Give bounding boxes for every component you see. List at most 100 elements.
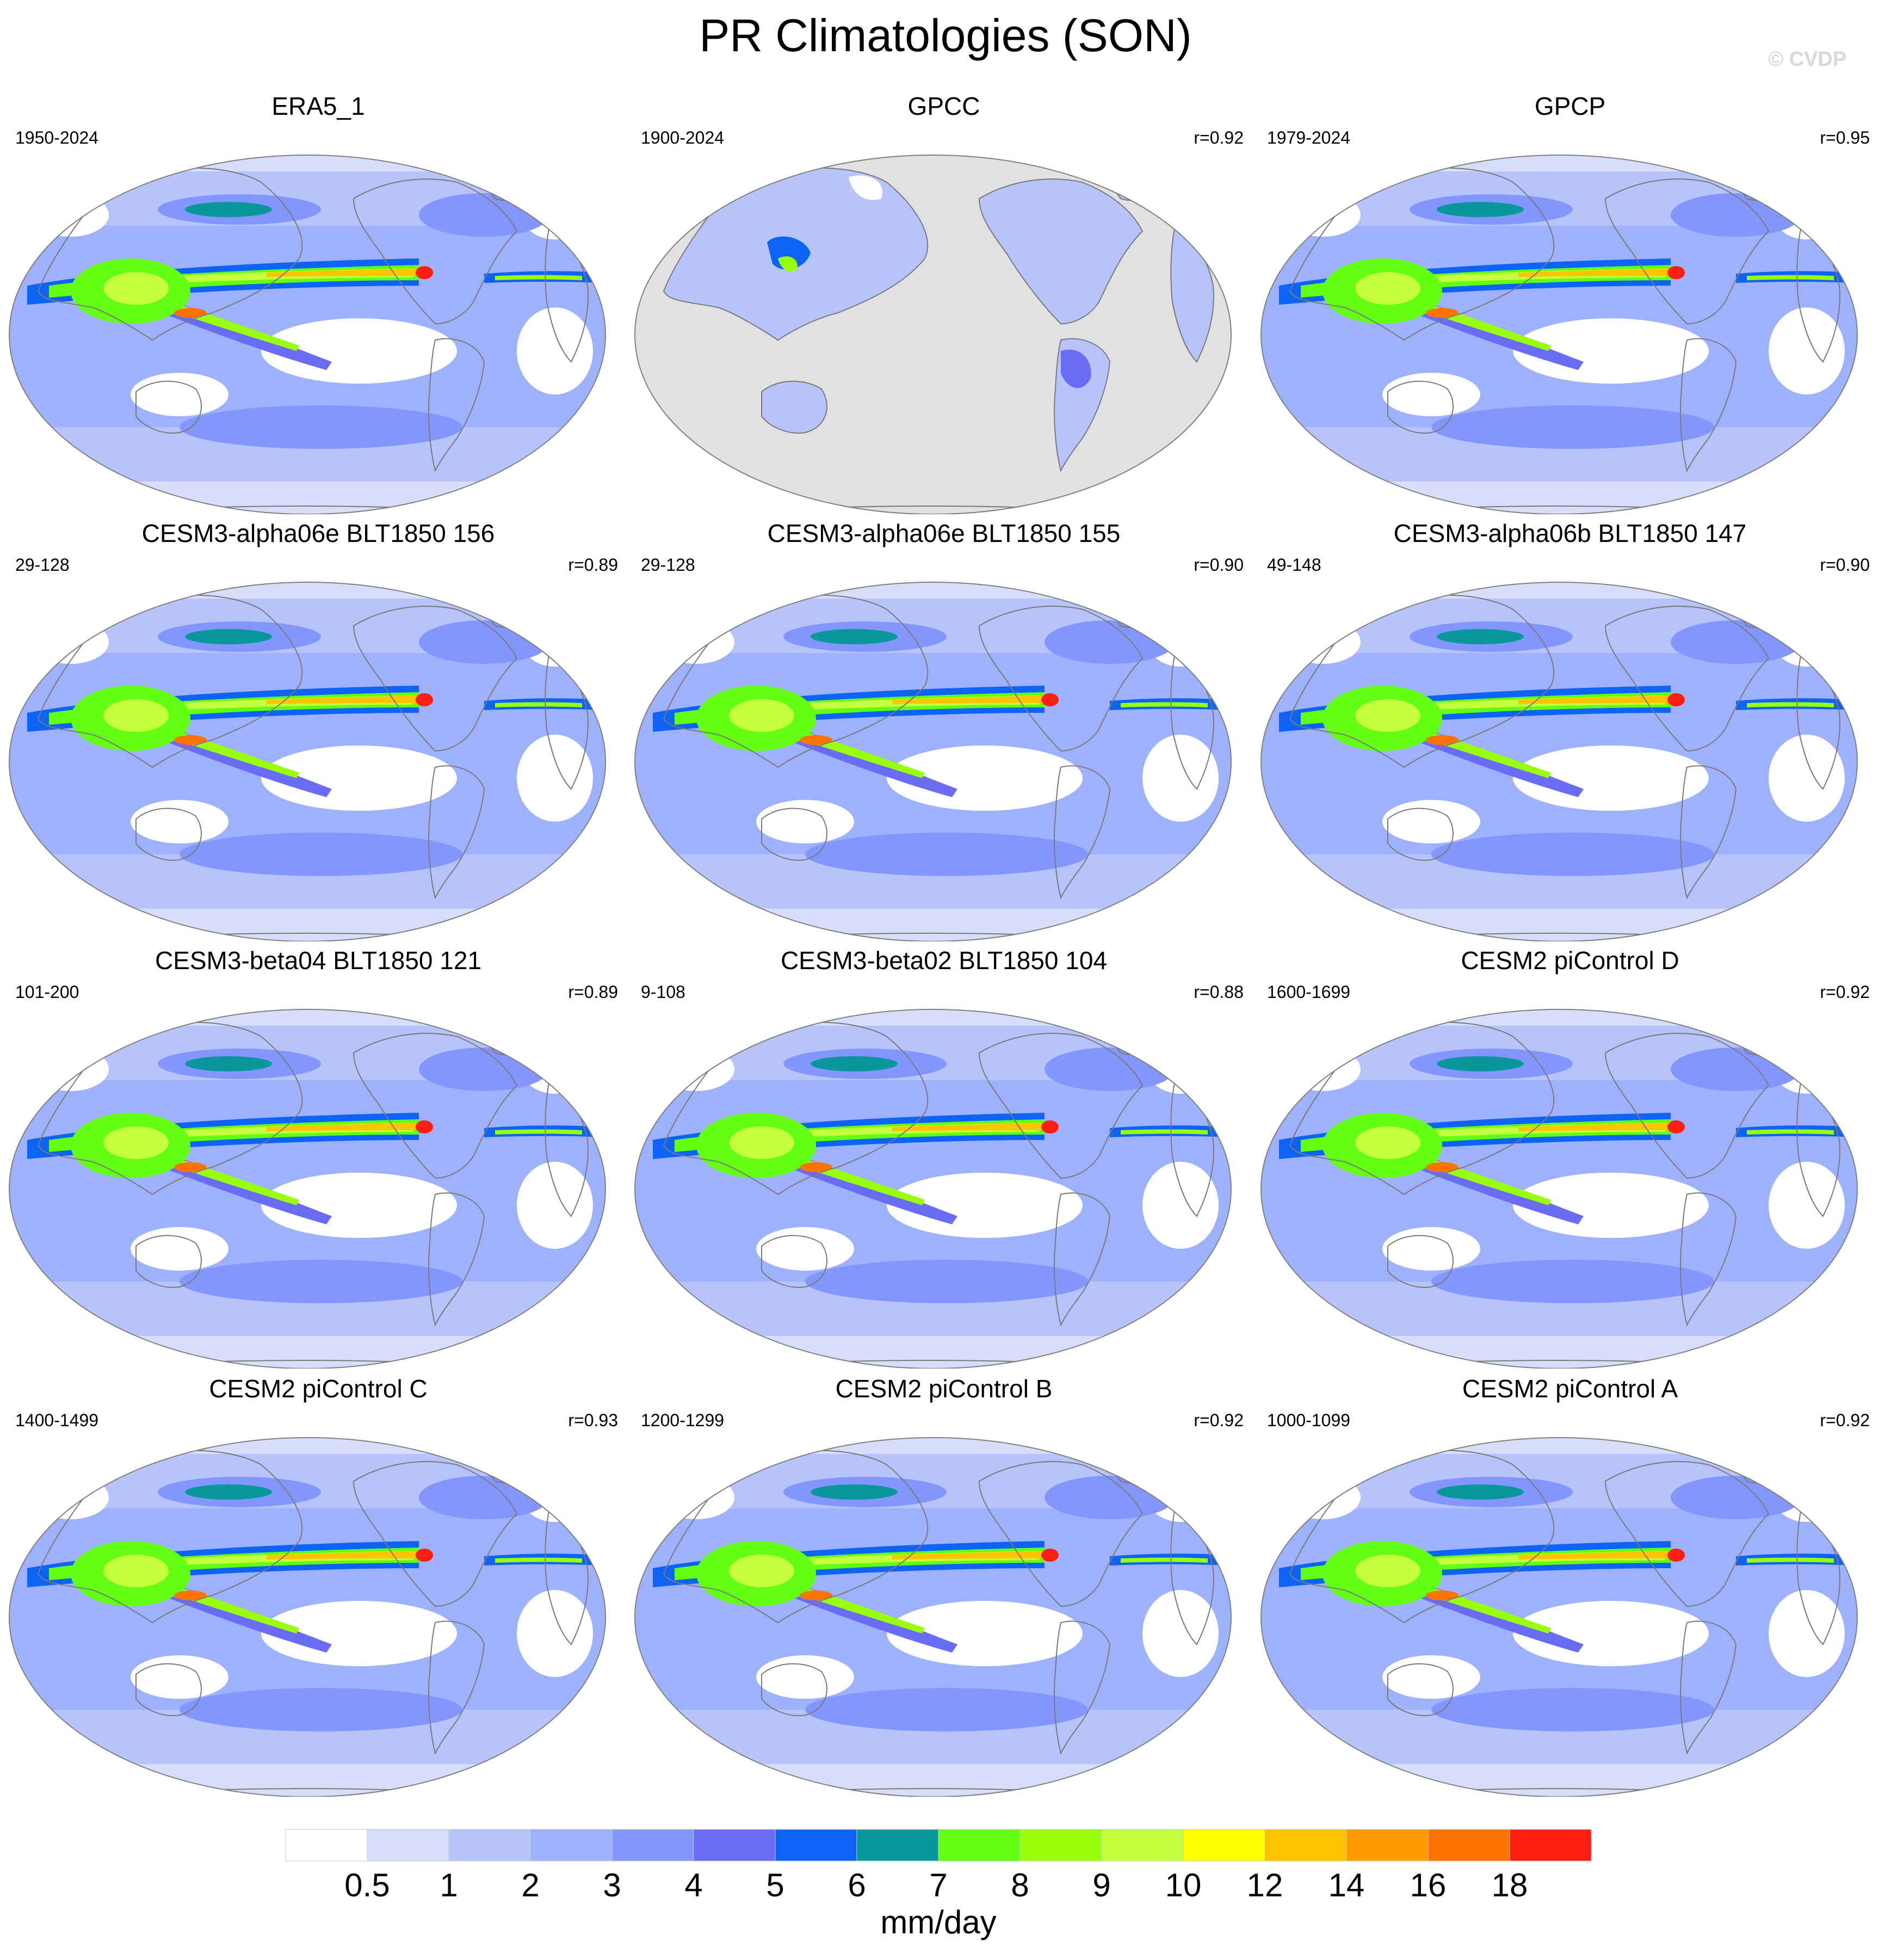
panel-correlation: r=0.89 xyxy=(568,555,618,575)
south-america-outline xyxy=(1680,338,1737,472)
colorbar-swatch xyxy=(367,1829,449,1862)
colorbar-tick-label: 18 xyxy=(1492,1867,1528,1903)
colorbar-tick-label: 9 xyxy=(1092,1867,1110,1903)
colorbar-swatch xyxy=(775,1829,857,1862)
map-panel: CESM3-alpha06e BLT1850 156 29-128 r=0.89 xyxy=(5,517,631,941)
antarctica-outline xyxy=(709,1788,1155,1797)
north-america-outline xyxy=(1604,178,1770,325)
australia-outline xyxy=(1387,380,1454,434)
australia-outline xyxy=(761,1235,827,1288)
antarctica-outline xyxy=(709,933,1155,941)
greenland-outline xyxy=(1109,590,1163,628)
colorbar-swatch xyxy=(611,1829,694,1862)
map-panel: CESM2 piControl C 1400-1499 r=0.93 xyxy=(5,1372,631,1797)
australia-outline xyxy=(761,808,827,861)
south-america-outline xyxy=(1054,1620,1111,1755)
panel-years: 1600-1699 xyxy=(1267,982,1351,1002)
panel-title: CESM3-alpha06e BLT1850 156 xyxy=(141,519,495,547)
panel-title: CESM3-beta02 BLT1850 104 xyxy=(780,946,1108,975)
map-border xyxy=(634,1437,1232,1797)
colorbar-tick-label: 0.5 xyxy=(344,1867,390,1903)
colorbar-unit-label: mm/day xyxy=(880,1904,996,1940)
panel-title: ERA5_1 xyxy=(271,92,365,120)
map-panel: CESM3-beta04 BLT1850 121 101-200 r=0.89 xyxy=(5,944,631,1369)
panel-correlation: r=0.92 xyxy=(1194,1410,1244,1430)
australia-outline xyxy=(135,1235,202,1288)
figure-title: PR Climatologies (SON) xyxy=(699,10,1192,61)
colorbar-swatch xyxy=(856,1829,939,1862)
precip-field xyxy=(635,155,1231,514)
map-svg xyxy=(1260,155,1858,514)
antarctica-outline xyxy=(709,506,1155,514)
colorbar-swatch xyxy=(1264,1829,1347,1862)
colorbar-swatch xyxy=(1183,1829,1265,1862)
colorbar-swatch xyxy=(285,1829,368,1862)
colorbar-tick-label: 6 xyxy=(848,1867,866,1903)
colorbar-tick-label: 4 xyxy=(684,1867,702,1903)
map-panel: CESM2 piControl B 1200-1299 r=0.92 xyxy=(631,1372,1257,1797)
map-border xyxy=(634,155,1232,514)
south-america-outline xyxy=(428,765,485,899)
colorbar-tick-label: 12 xyxy=(1247,1867,1283,1903)
panel-years: 101-200 xyxy=(15,982,79,1002)
map-panel: CESM3-beta02 BLT1850 104 9-108 r=0.88 xyxy=(631,944,1257,1369)
asia-outline xyxy=(663,1450,929,1624)
antarctica-outline xyxy=(1335,1788,1781,1797)
panel-title: CESM2 piControl C xyxy=(209,1375,428,1403)
panel-years: 29-128 xyxy=(15,555,70,575)
map-border xyxy=(9,155,606,514)
precip-field xyxy=(9,1438,605,1797)
panel-correlation: r=0.92 xyxy=(1194,128,1244,147)
colorbar-swatch xyxy=(938,1829,1021,1862)
panel-years: 1400-1499 xyxy=(15,1410,99,1430)
antarctica-outline xyxy=(1335,1360,1781,1369)
colorbar-tick-label: 7 xyxy=(929,1867,947,1903)
australia-outline xyxy=(761,380,827,434)
antarctica-outline xyxy=(1335,506,1781,514)
map-panel: CESM3-alpha06e BLT1850 155 29-128 r=0.90 xyxy=(631,517,1257,941)
australia-outline xyxy=(135,808,202,861)
north-america-outline xyxy=(1604,606,1770,752)
panel-title: GPCP xyxy=(1534,92,1606,120)
map-svg xyxy=(9,155,606,514)
map-svg xyxy=(9,582,606,941)
south-america-outline xyxy=(1680,765,1737,899)
map-border xyxy=(9,1437,606,1797)
asia-outline xyxy=(37,594,303,768)
asia-outline xyxy=(663,1021,929,1195)
panel-years: 1979-2024 xyxy=(1267,128,1351,147)
map-panel: GPCC 1900-2024 r=0.92 xyxy=(631,90,1257,514)
panel-years: 1200-1299 xyxy=(641,1410,725,1430)
colorbar-swatch xyxy=(693,1829,776,1862)
asia-outline xyxy=(37,1021,303,1195)
colorbar-swatch xyxy=(1427,1829,1510,1862)
map-svg xyxy=(1260,1437,1858,1797)
ocean-mask xyxy=(635,155,1231,514)
map-svg xyxy=(9,1437,606,1797)
greenland-outline xyxy=(1735,1018,1789,1056)
antarctica-outline xyxy=(83,506,529,514)
map-panel: CESM2 piControl A 1000-1099 r=0.92 xyxy=(1257,1372,1883,1797)
map-svg xyxy=(634,1437,1232,1797)
panel-correlation: r=0.92 xyxy=(1820,1410,1870,1430)
greenland-outline xyxy=(1735,1446,1789,1484)
greenland-outline xyxy=(483,163,537,201)
antarctica-outline xyxy=(1335,933,1781,941)
asia-outline xyxy=(1289,167,1555,341)
asia-outline xyxy=(37,167,303,341)
panel-years: 1900-2024 xyxy=(641,128,725,147)
map-svg xyxy=(1260,582,1858,941)
colorbar-swatch xyxy=(1346,1829,1429,1862)
panel-correlation: r=0.88 xyxy=(1194,982,1244,1002)
credit-watermark: © CVDP xyxy=(1768,48,1847,71)
panel-title: CESM2 piControl A xyxy=(1462,1375,1678,1403)
map-svg xyxy=(634,1009,1232,1369)
panel-title: CESM3-alpha06b BLT1850 147 xyxy=(1393,519,1747,547)
greenland-outline xyxy=(1109,1018,1163,1056)
map-border xyxy=(634,582,1232,941)
panel-title: GPCC xyxy=(907,92,980,120)
panel-years: 29-128 xyxy=(641,555,695,575)
colorbar-swatch xyxy=(448,1829,531,1862)
map-svg xyxy=(1260,1009,1858,1369)
panel-title: CESM2 piControl B xyxy=(835,1375,1053,1403)
